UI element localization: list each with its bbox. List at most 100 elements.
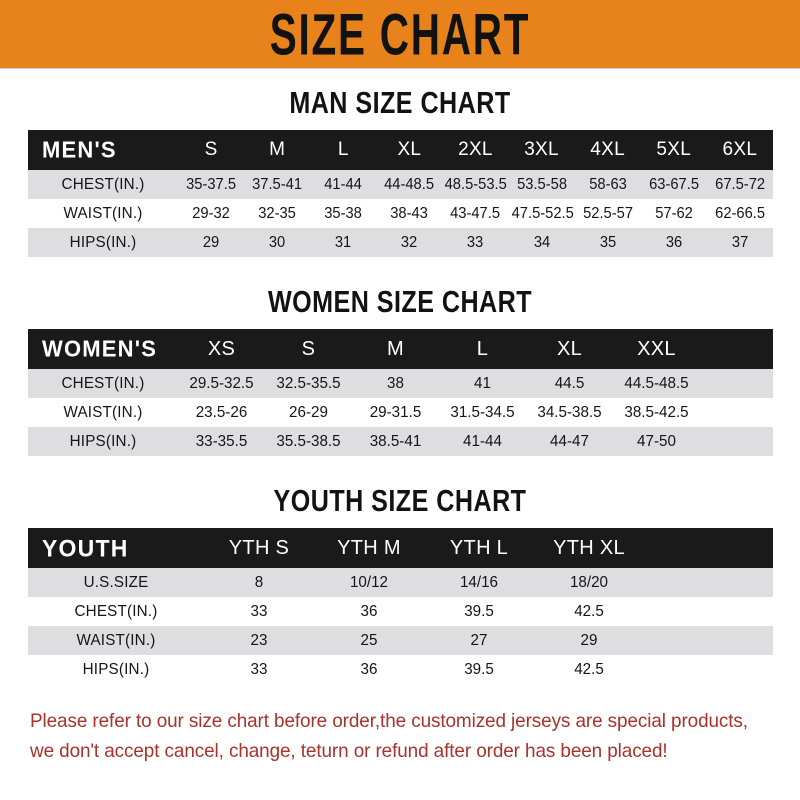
column-header: YTH S — [228, 536, 290, 559]
section-man: MAN SIZE CHART MEN'S S M L XL 2XL 3XL 4X… — [0, 86, 800, 263]
cell: 63-67.5 — [648, 175, 699, 193]
cell: 38-43 — [390, 204, 429, 222]
cell: 44.5-48.5 — [624, 374, 689, 392]
cell: 57-62 — [654, 204, 693, 222]
cell: 26-29 — [289, 403, 328, 421]
cell: 42.5 — [574, 660, 604, 678]
corner-label-man: MEN'S — [42, 136, 117, 163]
cell: 29-32 — [192, 204, 230, 222]
cell: 33 — [467, 233, 484, 251]
column-header: YTH M — [337, 536, 401, 559]
cell: 31.5-34.5 — [450, 403, 515, 421]
cell: 36 — [360, 660, 378, 678]
cell: 62-66.5 — [714, 204, 765, 222]
order-policy-notice: Please refer to our size chart before or… — [30, 706, 752, 766]
row-label: HIPS(IN.) — [82, 660, 150, 678]
cell: 37 — [731, 233, 749, 251]
column-header: 3XL — [524, 139, 559, 160]
column-header: XS — [207, 337, 236, 360]
column-header: XXL — [637, 337, 676, 360]
cell: 8 — [254, 573, 264, 591]
table-bottom-spacer-women — [28, 456, 773, 462]
cell: 67.5-72 — [714, 175, 765, 193]
cell: 39.5 — [464, 602, 494, 620]
cell: 29-31.5 — [369, 403, 422, 421]
column-header: YTH XL — [553, 536, 625, 559]
row-label: CHEST(IN.) — [61, 374, 145, 392]
table-row: WAIST(IN.) 23 25 27 29 — [28, 626, 773, 655]
cell: 37.5-41 — [252, 175, 303, 193]
cell: 58-63 — [588, 175, 627, 193]
table-row: U.S.SIZE 8 10/12 14/16 18/20 — [28, 568, 773, 597]
cell: 48.5-53.5 — [445, 175, 508, 193]
cell: 43-47.5 — [450, 204, 501, 222]
page-banner: SIZE CHART — [0, 0, 800, 69]
size-table-wrap-women: WOMEN'S XS S M L XL XXL CHEST(IN.) 29.5-… — [28, 329, 773, 462]
column-header: M — [387, 337, 404, 360]
table-bottom-spacer-man — [28, 257, 773, 263]
cell: 35.5-38.5 — [276, 432, 341, 450]
table-head-man: MEN'S S M L XL 2XL 3XL 4XL 5XL 6XL — [28, 130, 773, 170]
column-header: 6XL — [722, 139, 758, 160]
cell: 14/16 — [459, 573, 499, 591]
corner-label-women: WOMEN'S — [42, 335, 158, 362]
table-row: CHEST(IN.) 29.5-32.5 32.5-35.5 38 41 44.… — [28, 369, 773, 398]
column-header-spacer — [644, 528, 773, 568]
cell: 38 — [387, 374, 404, 392]
corner-label-youth: YOUTH — [42, 533, 129, 562]
cell: 44-48.5 — [384, 175, 435, 193]
cell: 29.5-32.5 — [189, 374, 254, 392]
cell: 23.5-26 — [195, 403, 248, 421]
section-women: WOMEN SIZE CHART WOMEN'S XS S M L XL XXL — [0, 285, 800, 462]
column-header: YTH L — [449, 536, 509, 559]
row-label: WAIST(IN.) — [76, 631, 156, 649]
cell: 10/12 — [349, 573, 389, 591]
column-header: S — [204, 139, 218, 160]
table-header-row: WOMEN'S XS S M L XL XXL — [28, 329, 773, 369]
column-header: S — [301, 337, 316, 360]
table-header-row: YOUTH YTH S YTH M YTH L YTH XL — [28, 528, 773, 568]
page-title: SIZE CHART — [269, 0, 531, 68]
cell-spacer — [647, 568, 770, 597]
cell: 44.5 — [554, 374, 585, 392]
size-table-wrap-youth: YOUTH YTH S YTH M YTH L YTH XL U.S.SIZE … — [28, 528, 773, 684]
notice-line-1: Please refer to our size chart before or… — [30, 710, 748, 732]
row-label: CHEST(IN.) — [74, 602, 158, 620]
section-heading-man: MAN SIZE CHART — [289, 86, 511, 120]
column-header: XL — [556, 337, 583, 360]
column-header: 4XL — [590, 139, 625, 160]
cell: 53.5-58 — [516, 175, 567, 193]
table-head-youth: YOUTH YTH S YTH M YTH L YTH XL — [28, 528, 773, 568]
cell: 41 — [474, 374, 491, 392]
cell: 47-50 — [637, 432, 676, 450]
cell: 52.5-57 — [582, 204, 633, 222]
cell: 34 — [533, 233, 550, 251]
cell: 33 — [250, 602, 268, 620]
cell-spacer — [647, 655, 770, 684]
row-label: HIPS(IN.) — [69, 432, 137, 450]
table-body-youth: U.S.SIZE 8 10/12 14/16 18/20 CHEST(IN.) … — [28, 568, 773, 684]
cell-spacer — [702, 398, 771, 427]
cell: 18/20 — [569, 573, 609, 591]
column-header: 2XL — [458, 139, 493, 160]
row-label: U.S.SIZE — [83, 573, 149, 591]
table-row: HIPS(IN.) 33-35.5 35.5-38.5 38.5-41 41-4… — [28, 427, 773, 456]
cell: 32.5-35.5 — [276, 374, 341, 392]
cell: 30 — [268, 233, 286, 251]
cell: 36 — [360, 602, 378, 620]
column-header: 5XL — [656, 139, 692, 160]
table-head-women: WOMEN'S XS S M L XL XXL — [28, 329, 773, 369]
cell: 23 — [250, 631, 268, 649]
row-label: WAIST(IN.) — [63, 204, 143, 222]
row-label: CHEST(IN.) — [61, 175, 145, 193]
table-header-row: MEN'S S M L XL 2XL 3XL 4XL 5XL 6XL — [28, 130, 773, 170]
table-row: HIPS(IN.) 33 36 39.5 42.5 — [28, 655, 773, 684]
column-header: M — [269, 139, 286, 160]
table-row: WAIST(IN.) 23.5-26 26-29 29-31.5 31.5-34… — [28, 398, 773, 427]
cell: 35-37.5 — [186, 175, 237, 193]
row-label: WAIST(IN.) — [63, 403, 143, 421]
section-heading-women: WOMEN SIZE CHART — [267, 285, 533, 319]
cell: 47.5-52.5 — [511, 204, 574, 222]
cell: 29 — [580, 631, 598, 649]
cell: 35 — [599, 233, 616, 251]
